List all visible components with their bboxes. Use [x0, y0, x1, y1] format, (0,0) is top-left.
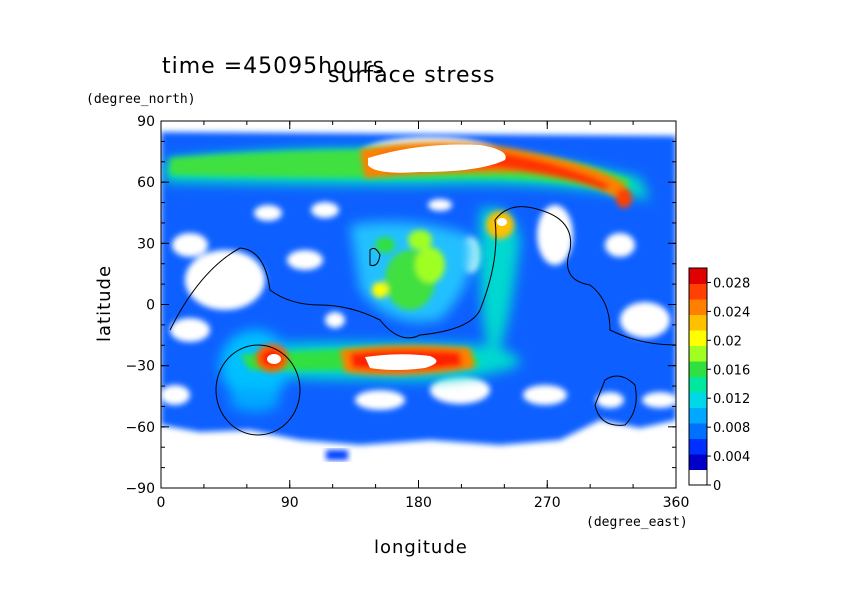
y-tick-label: −90 — [125, 481, 155, 497]
colorbar — [688, 267, 708, 486]
y-tick-label: −30 — [125, 359, 155, 375]
y-tick-label: 30 — [137, 236, 155, 252]
y-axis-unit: (degree_north) — [86, 92, 196, 107]
y-axis-ticks: 90 60 30 0 −30 −60 −90 — [125, 114, 676, 497]
colorbar-segment — [689, 345, 707, 362]
colorbar-segment — [689, 330, 707, 346]
colorbar-segment — [689, 314, 707, 331]
colorbar-segment — [689, 376, 707, 393]
colorbar-label: 0.016 — [713, 363, 750, 378]
x-axis-label: longitude — [374, 537, 468, 558]
colorbar-segment — [689, 407, 707, 424]
stress-field — [161, 121, 676, 488]
colorbar-segment — [689, 299, 707, 315]
x-tick-label: 90 — [281, 495, 299, 511]
colorbar-segment — [689, 283, 707, 300]
colorbar-segment — [689, 454, 707, 470]
x-tick-label: 270 — [534, 495, 561, 511]
x-tick-label: 180 — [405, 495, 432, 511]
y-tick-label: −60 — [125, 420, 155, 436]
y-tick-label: 60 — [137, 175, 155, 191]
y-axis-label: latitude — [94, 265, 115, 342]
x-axis-ticks: 0 90 180 270 360 — [157, 121, 690, 511]
colorbar-segment — [689, 423, 707, 439]
x-tick-label: 0 — [157, 495, 166, 511]
time-label: time =45095hours — [162, 54, 385, 79]
colorbar-label: 0.008 — [713, 421, 750, 436]
colorbar-segment — [689, 438, 707, 455]
colorbar-labels: 0.028 0.024 0.02 0.016 0.012 0.008 0.004 0 — [707, 276, 750, 494]
y-tick-label: 90 — [137, 114, 155, 130]
colorbar-label: 0.02 — [713, 334, 742, 349]
x-axis-unit: (degree_east) — [586, 515, 688, 530]
colorbar-segment — [689, 469, 707, 486]
colorbar-frame — [688, 267, 708, 486]
colorbar-label: 0.004 — [713, 450, 750, 465]
chart-title: surface stress — [328, 63, 495, 88]
colorbar-segment — [689, 268, 707, 284]
colorbar-label: 0 — [713, 479, 721, 494]
x-tick-label: 360 — [663, 495, 690, 511]
colorbar-label: 0.024 — [713, 305, 750, 320]
y-tick-label: 0 — [146, 298, 155, 314]
colorbar-label: 0.028 — [713, 276, 750, 291]
colorbar-segment — [689, 361, 707, 377]
colorbar-segment — [689, 392, 707, 408]
colorbar-label: 0.012 — [713, 392, 750, 407]
